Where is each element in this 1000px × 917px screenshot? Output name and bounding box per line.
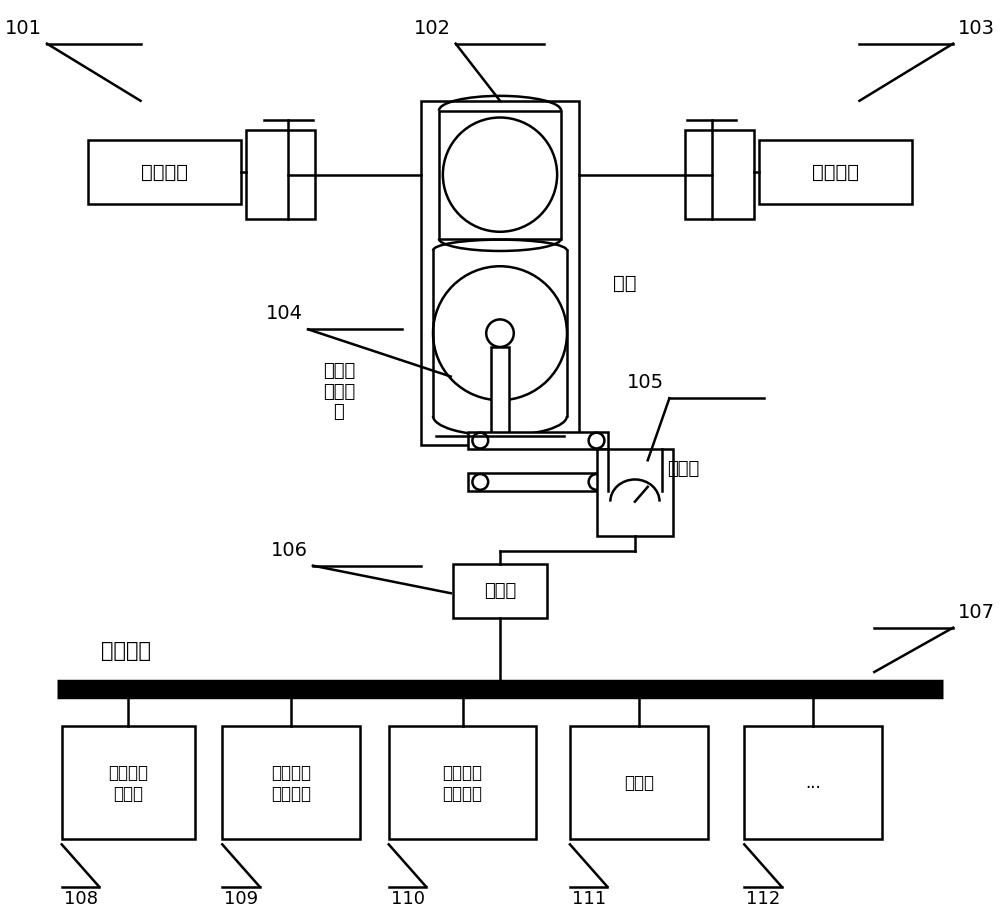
Text: 壁挂式舵
角指示器: 壁挂式舵 角指示器	[443, 764, 483, 802]
Text: 109: 109	[224, 889, 258, 908]
Text: 接线筱: 接线筱	[484, 581, 516, 600]
Text: 110: 110	[391, 889, 425, 908]
Bar	[570, 726, 708, 839]
Text: 106: 106	[271, 541, 308, 559]
Bar	[468, 432, 608, 449]
Bar	[759, 140, 912, 204]
Text: 三面舵角
指示器: 三面舵角 指示器	[108, 764, 148, 802]
Bar	[453, 564, 547, 618]
Text: 现场总线: 现场总线	[101, 641, 151, 661]
Bar	[246, 130, 315, 219]
Bar	[389, 726, 536, 839]
Text: 103: 103	[958, 18, 995, 38]
Bar	[491, 347, 509, 436]
Text: 105: 105	[627, 373, 664, 392]
Text: 111: 111	[572, 889, 606, 908]
Bar	[421, 101, 579, 446]
Text: ...: ...	[805, 774, 821, 792]
Text: 调光器: 调光器	[624, 774, 654, 792]
Bar	[597, 449, 673, 536]
Text: 舵机: 舵机	[613, 273, 637, 293]
Text: 舵机油缸: 舵机油缸	[812, 162, 859, 182]
Bar	[222, 726, 360, 839]
Text: 108: 108	[64, 889, 98, 908]
Text: 嵌入式舵
角指示器: 嵌入式舵 角指示器	[271, 764, 311, 802]
Bar	[468, 473, 608, 491]
Text: 107: 107	[958, 602, 995, 622]
Text: 112: 112	[746, 889, 780, 908]
Bar	[88, 140, 241, 204]
Bar	[685, 130, 754, 219]
Text: 101: 101	[5, 18, 42, 38]
Bar	[439, 111, 561, 238]
Bar	[744, 726, 882, 839]
Text: 发送器: 发送器	[667, 460, 700, 479]
Text: 舵机油缸: 舵机油缸	[141, 162, 188, 182]
Text: 平行四
边形连
杆: 平行四 边形连 杆	[323, 362, 355, 422]
Bar	[62, 726, 195, 839]
Text: 102: 102	[414, 18, 451, 38]
Text: 104: 104	[266, 304, 303, 324]
